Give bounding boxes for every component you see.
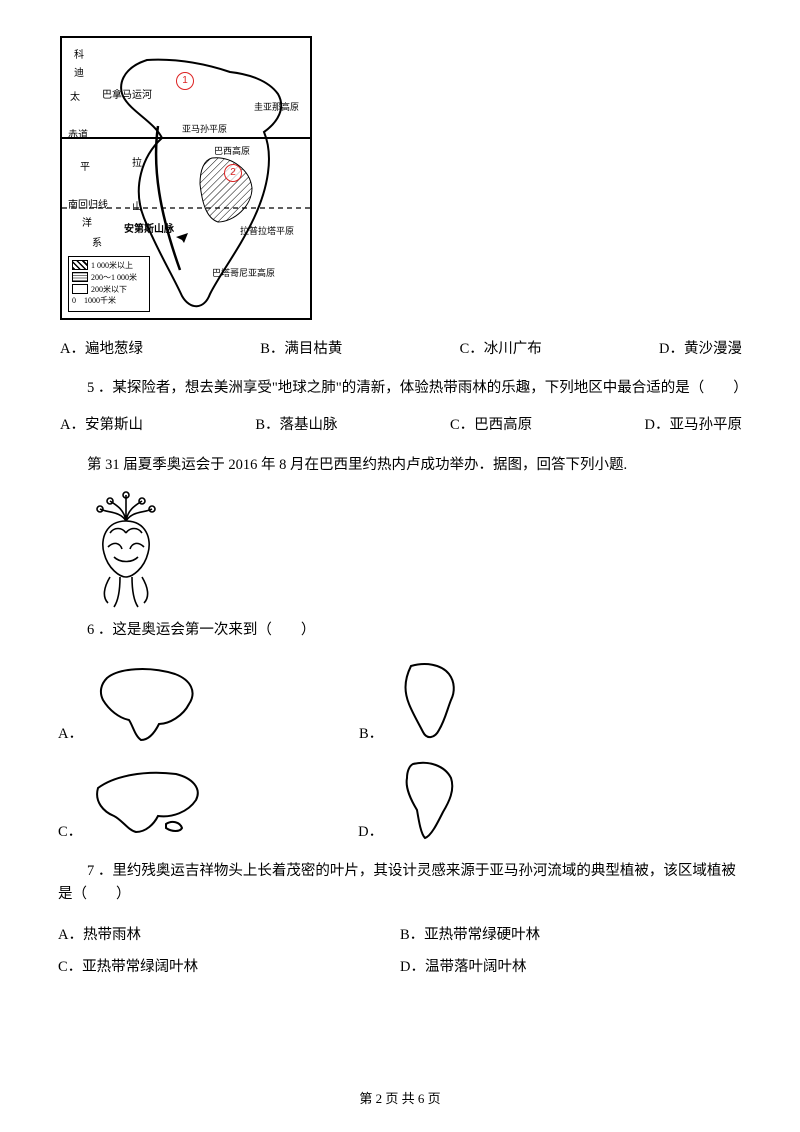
q5-text: 5 ．某探险者，想去美洲享受"地球之肺"的清新，体验热带雨林的乐趣，下列地区中最… [58,377,742,400]
q6-opt-a-label: A． [58,723,83,746]
q6-options: A． B． C． D． [58,656,742,844]
label-la: 拉 [132,156,142,172]
q7-text: 7 ．里约残奥运吉祥物头上长着茂密的叶片，其设计灵感来源于亚马孙河流域的典型植被… [58,860,742,906]
q7-opt-a: A．热带雨林 [58,920,400,951]
q7-options: A．热带雨林 B．亚热带常绿硬叶林 C．亚热带常绿阔叶林 D．温带落叶阔叶林 [58,920,742,982]
mascot-figure [80,491,172,611]
q7-opt-c: C．亚热带常绿阔叶林 [58,952,400,983]
q5-opt-a: A．安第斯山 [60,414,143,437]
q4-opt-a: A．遍地葱绿 [60,338,143,361]
south-america-map: 科 迪 太 巴拿马运河 赤道 平 拉 山 南回归线 安第斯山脉 系 洋 圭亚那高… [60,36,312,320]
q4-opt-d: D．黄沙漫漫 [659,338,742,361]
label-amazon: 亚马孙平原 [182,122,227,136]
label-patagonia: 巴塔哥尼亚高原 [212,266,275,280]
q5-opt-d: D．亚马孙平原 [645,414,742,437]
continent-africa-icon [389,656,467,746]
label-yang: 洋 [82,216,92,232]
label-tai: 太 [70,90,80,106]
q4-opt-c: C．冰川广布 [460,338,542,361]
label-panama: 巴拿马运河 [102,88,152,104]
page: 科 迪 太 巴拿马运河 赤道 平 拉 山 南回归线 安第斯山脉 系 洋 圭亚那高… [0,0,800,1132]
map-legend: 1 000米以上 200～1 000米 200米以下 0 1000千米 [68,256,150,312]
label-shan: 山 [132,200,142,216]
page-footer: 第 2 页 共 6 页 [0,1089,800,1110]
q5-options: A．安第斯山 B．落基山脉 C．巴西高原 D．亚马孙平原 [58,414,742,437]
label-andes: 安第斯山脉 [124,222,174,238]
q6-opt-c-label: C． [58,821,82,844]
label-laplata: 拉普拉塔平原 [240,224,294,238]
label-brazil: 巴西高原 [214,144,250,158]
q6-text: 6 ．这是奥运会第一次来到（ ） [58,619,742,642]
q4-opt-b: B．满目枯黄 [260,338,342,361]
legend-1: 1 000米以上 [91,261,133,271]
legend-2: 200～1 000米 [91,273,137,283]
q5-opt-b: B．落基山脉 [255,414,337,437]
q6-opt-b-label: B． [359,723,383,746]
continent-south-america-icon [389,754,467,844]
label-guiana: 圭亚那高原 [254,100,299,114]
mascot-svg [80,491,172,611]
legend-3: 200米以下 [91,285,127,295]
legend-4: 0 1000千米 [72,296,116,306]
q7-opt-b: B．亚热带常绿硬叶林 [400,920,742,951]
red-circle-1: 1 [176,72,194,90]
label-xi: 系 [92,236,102,252]
q4-options: A．遍地葱绿 B．满目枯黄 C．冰川广布 D．黄沙漫漫 [58,338,742,361]
q5-opt-c: C．巴西高原 [450,414,532,437]
label-equator: 赤道 [68,128,88,144]
label-di: 迪 [74,66,84,82]
continent-north-america-icon [89,660,209,746]
q7-opt-d: D．温带落叶阔叶林 [400,952,742,983]
label-tropic: 南回归线 [68,198,108,214]
q6-opt-d-label: D． [358,821,383,844]
red-circle-2: 2 [224,164,242,182]
label-ke: 科 [74,48,84,64]
label-ping: 平 [80,160,90,176]
olympics-intro: 第 31 届夏季奥运会于 2016 年 8 月在巴西里约热内卢成功举办．据图，回… [58,454,742,477]
continent-asia-icon [88,758,208,844]
